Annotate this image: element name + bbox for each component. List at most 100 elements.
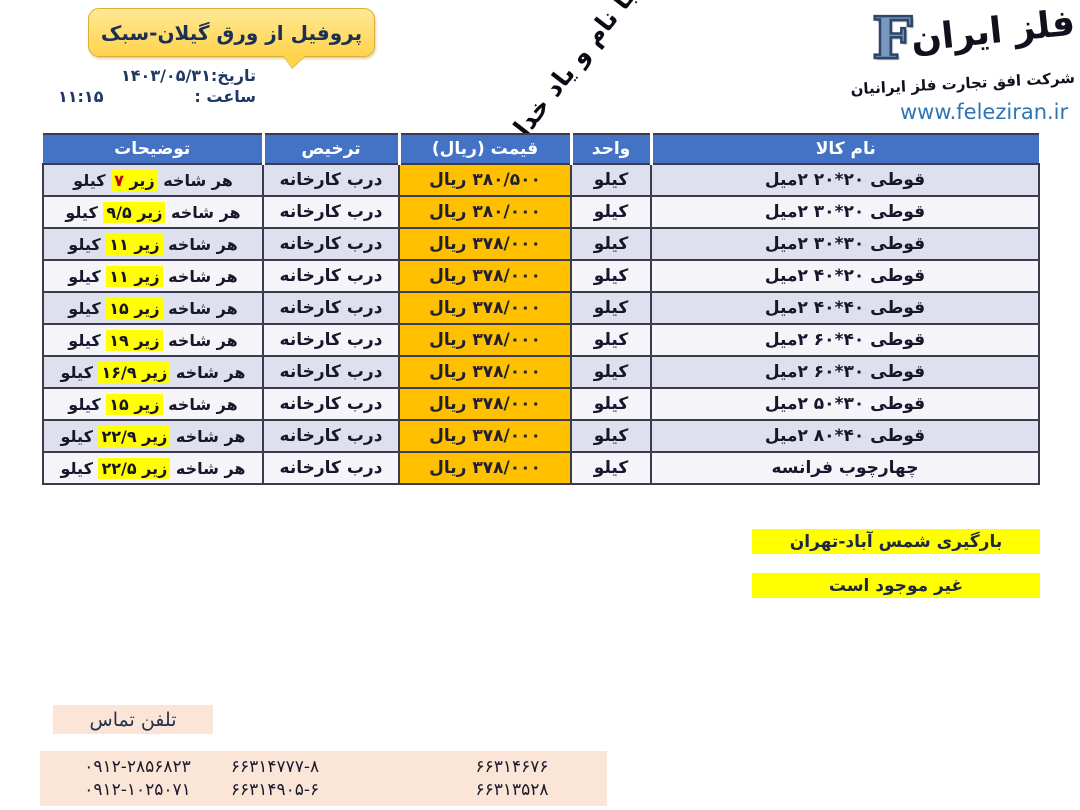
clearance-cell: درب کارخانه	[262, 323, 400, 357]
product-category-badge: پروفیل از ورق گیلان-سبک	[88, 8, 375, 57]
note-post: کیلو	[60, 458, 99, 478]
clearance-cell: درب کارخانه	[262, 259, 400, 293]
unit-cell: کیلو	[570, 259, 652, 293]
note-hl-label: زیر	[128, 330, 160, 350]
clearance-cell: درب کارخانه	[262, 419, 400, 453]
availability-banner: غیر موجود است	[752, 573, 1040, 598]
weight-highlight: زیر ۱۵	[106, 393, 163, 415]
price-cell: ۳۷۸/۰۰۰ ریال	[398, 419, 572, 453]
unit-cell: کیلو	[570, 163, 652, 197]
note-cell: هر شاخه زیر ۹/۵ کیلو	[42, 195, 264, 229]
col-header-unit: واحد	[569, 133, 653, 165]
col-header-notes: توضیحات	[43, 133, 265, 165]
note-post: کیلو	[65, 202, 104, 222]
table-row: قوطی ۴۰*۴۰ ۲میل کیلو ۳۷۸/۰۰۰ ریال درب کا…	[42, 291, 1040, 325]
weight-highlight: زیر ۲۲/۹	[98, 425, 171, 447]
unit-cell: کیلو	[570, 227, 652, 261]
note-cell: هر شاخه زیر ۱۹ کیلو	[42, 323, 264, 357]
clearance-cell: درب کارخانه	[262, 387, 400, 421]
clearance-cell: درب کارخانه	[262, 163, 400, 197]
note-cell: هر شاخه زیر ۱۱ کیلو	[42, 227, 264, 261]
contact-label: تلفن تماس	[53, 705, 213, 734]
price-cell: ۳۷۸/۰۰۰ ریال	[398, 387, 572, 421]
note-cell: هر شاخه زیر ۱۵ کیلو	[42, 291, 264, 325]
note-hl-label: زیر	[136, 426, 168, 446]
price-cell: ۳۷۸/۰۰۰ ریال	[398, 291, 572, 325]
unit-cell: کیلو	[570, 355, 652, 389]
weight-highlight: زیر ۱۹	[106, 329, 163, 351]
note-cell: هر شاخه زیر ۲۲/۵ کیلو	[42, 451, 264, 485]
note-pre: هر شاخه	[165, 202, 241, 222]
weight-highlight: زیر ۷	[111, 169, 158, 191]
note-hl-label: زیر	[136, 362, 168, 382]
price-cell: ۳۷۸/۰۰۰ ریال	[398, 355, 572, 389]
note-hl-num: ۲۲/۵	[101, 458, 137, 478]
loading-location-banner: بارگیری شمس آباد-تهران	[752, 529, 1040, 554]
table-row: قوطی ۲۰*۳۰ ۲میل کیلو ۳۸۰/۰۰۰ ریال درب کا…	[42, 195, 1040, 229]
phone-column-left: ۰۹۱۲-۲۸۵۶۸۲۳ ۰۹۱۲-۱۰۲۵۰۷۱	[70, 756, 205, 802]
phone-number: ۶۶۳۱۴۷۷۷-۸	[230, 757, 320, 777]
note-post: کیلو	[60, 426, 99, 446]
note-hl-num: ۱۱	[109, 234, 129, 254]
logo-f-icon: F	[871, 5, 914, 72]
phone-number: ۶۶۳۱۴۶۷۶	[475, 757, 549, 777]
product-name-cell: قوطی ۲۰*۴۰ ۲میل	[650, 259, 1040, 293]
note-pre: هر شاخه	[162, 330, 238, 350]
note-pre: هر شاخه	[170, 458, 246, 478]
note-pre: هر شاخه	[162, 234, 238, 254]
note-post: کیلو	[60, 362, 99, 382]
badge-label: پروفیل از ورق گیلان-سبک	[100, 20, 363, 45]
price-cell: ۳۷۸/۰۰۰ ریال	[398, 227, 572, 261]
note-pre: هر شاخه	[162, 298, 238, 318]
price-table: نام کالا واحد قیمت (ریال) ترخیص توضیحات …	[42, 133, 1040, 485]
table-row: قوطی ۳۰*۳۰ ۲میل کیلو ۳۷۸/۰۰۰ ریال درب کا…	[42, 227, 1040, 261]
col-header-product: نام کالا	[649, 133, 1039, 165]
clearance-cell: درب کارخانه	[262, 291, 400, 325]
phone-column-middle: ۶۶۳۱۴۷۷۷-۸ ۶۶۳۱۴۹۰۵-۶	[215, 756, 335, 802]
table-row: قوطی ۴۰*۸۰ ۲میل کیلو ۳۷۸/۰۰۰ ریال درب کا…	[42, 419, 1040, 453]
table-row: قوطی ۲۰*۴۰ ۲میل کیلو ۳۷۸/۰۰۰ ریال درب کا…	[42, 259, 1040, 293]
note-post: کیلو	[73, 170, 112, 190]
time-line: ساعت : ۱۱:۱۵	[58, 87, 256, 106]
unit-cell: کیلو	[570, 195, 652, 229]
phone-number: ۶۶۳۱۳۵۲۸	[475, 780, 549, 800]
note-post: کیلو	[68, 266, 107, 286]
date-line: تاریخ:۱۴۰۳/۰۵/۳۱	[58, 66, 256, 85]
weight-highlight: زیر ۲۲/۵	[98, 457, 171, 479]
note-hl-label: زیر	[128, 298, 160, 318]
note-hl-num: ۷	[114, 170, 124, 190]
table-header-row: نام کالا واحد قیمت (ریال) ترخیص توضیحات	[43, 133, 1039, 165]
product-name-cell: قوطی ۳۰*۳۰ ۲میل	[650, 227, 1040, 261]
price-cell: ۳۸۰/۰۰۰ ریال	[398, 195, 572, 229]
note-cell: هر شاخه زیر ۷ کیلو	[42, 163, 264, 197]
phone-number: ۶۶۳۱۴۹۰۵-۶	[230, 780, 320, 800]
note-pre: هر شاخه	[170, 426, 246, 446]
clearance-cell: درب کارخانه	[262, 451, 400, 485]
note-cell: هر شاخه زیر ۱۵ کیلو	[42, 387, 264, 421]
phone-number: ۰۹۱۲-۲۸۵۶۸۲۳	[84, 757, 191, 777]
product-name-cell: قوطی ۴۰*۴۰ ۲میل	[650, 291, 1040, 325]
note-hl-label: زیر	[128, 394, 160, 414]
product-name-cell: چهارچوب فرانسه	[650, 451, 1040, 485]
unit-cell: کیلو	[570, 291, 652, 325]
note-hl-num: ۱۱	[109, 266, 129, 286]
company-name: شرکت افق تجارت فلز ایرانیان	[850, 68, 1076, 99]
table-row: قوطی ۳۰*۵۰ ۲میل کیلو ۳۷۸/۰۰۰ ریال درب کا…	[42, 387, 1040, 421]
note-hl-label: زیر	[131, 202, 163, 222]
bismillah-calligraphy: با نام و یاد خدا	[507, 0, 641, 142]
weight-highlight: زیر ۱۱	[106, 265, 163, 287]
note-post: کیلو	[68, 330, 107, 350]
note-hl-num: ۱۵	[109, 298, 129, 318]
note-hl-label: زیر	[123, 170, 155, 190]
date-label: تاریخ:	[210, 66, 256, 85]
website-link[interactable]: www.feleziran.ir	[900, 100, 1069, 124]
note-post: کیلو	[68, 234, 107, 254]
unit-cell: کیلو	[570, 323, 652, 357]
price-cell: ۳۷۸/۰۰۰ ریال	[398, 259, 572, 293]
phone-column-right: ۶۶۳۱۴۶۷۶ ۶۶۳۱۳۵۲۸	[452, 756, 572, 802]
unit-cell: کیلو	[570, 451, 652, 485]
note-hl-num: ۱۵	[109, 394, 129, 414]
phone-numbers-box: ۶۶۳۱۴۶۷۶ ۶۶۳۱۳۵۲۸ ۶۶۳۱۴۷۷۷-۸ ۶۶۳۱۴۹۰۵-۶ …	[40, 751, 607, 806]
note-post: کیلو	[68, 394, 107, 414]
weight-highlight: زیر ۹/۵	[103, 201, 166, 223]
